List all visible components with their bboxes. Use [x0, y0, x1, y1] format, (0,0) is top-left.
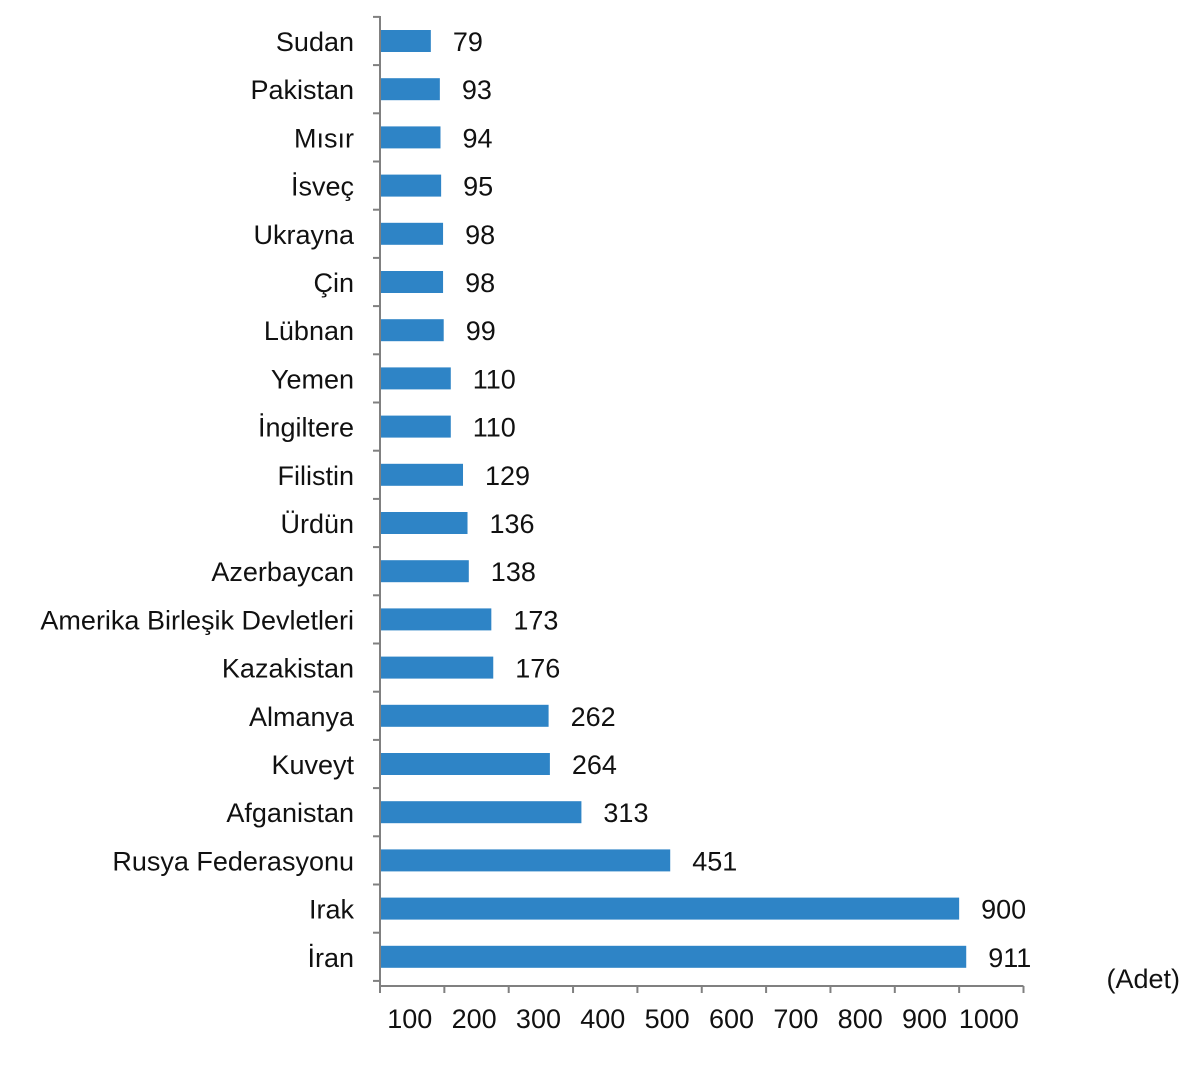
x-tick-label: 700	[773, 1004, 818, 1034]
x-tick-label: 900	[902, 1004, 947, 1034]
category-label: Azerbaycan	[211, 557, 354, 587]
bar	[381, 271, 444, 293]
bar	[381, 608, 492, 631]
category-label: Almanya	[249, 702, 355, 732]
bar	[381, 897, 960, 920]
bar	[381, 849, 671, 872]
bar	[381, 222, 444, 245]
data-label: 79	[453, 27, 483, 57]
bar	[381, 78, 440, 101]
x-tick-label: 400	[580, 1004, 625, 1034]
data-label: 138	[491, 557, 536, 587]
bar	[381, 367, 451, 390]
category-label: Çin	[313, 268, 354, 298]
x-tick-label: 600	[709, 1004, 754, 1034]
category-label: Afganistan	[226, 798, 354, 828]
category-label: Mısır	[294, 123, 354, 153]
data-label: 173	[513, 605, 558, 635]
bar	[381, 415, 451, 438]
bars	[381, 30, 967, 968]
category-label: Kazakistan	[222, 654, 354, 684]
bar	[381, 704, 549, 727]
category-label: Pakistan	[250, 75, 354, 105]
data-label: 451	[692, 846, 737, 876]
category-label: İngiltere	[258, 412, 354, 443]
x-tick-label: 200	[452, 1004, 497, 1034]
x-tick-label: 800	[838, 1004, 883, 1034]
data-label: 95	[463, 172, 493, 202]
bar	[381, 512, 468, 534]
bar	[381, 174, 442, 197]
category-label: Irak	[309, 895, 355, 925]
data-label: 264	[572, 750, 617, 780]
category-label: İran	[307, 942, 354, 973]
data-label: 98	[465, 268, 495, 298]
bar	[381, 126, 441, 149]
bar	[381, 945, 967, 968]
data-label: 176	[515, 654, 560, 684]
category-label: Lübnan	[264, 316, 354, 346]
category-label: Ürdün	[280, 509, 354, 539]
bar	[381, 319, 444, 342]
category-label: Sudan	[276, 27, 354, 57]
category-label: Kuveyt	[271, 750, 354, 780]
bar	[381, 463, 464, 486]
data-label: 262	[571, 702, 616, 732]
category-labels: Sudan Pakistan Mısır İsveç Ukrayna Çin Lübnan Y…	[40, 27, 355, 973]
data-label: 911	[988, 943, 1031, 973]
axes	[373, 15, 1025, 993]
bar	[381, 801, 582, 824]
data-label: 94	[462, 123, 492, 153]
data-label: 110	[473, 364, 516, 394]
category-label: İsveç	[291, 171, 354, 202]
value-labels: 79 93 94 95 98 98 99 110 110 129 136 138 173 176 262 26…	[453, 27, 1031, 973]
x-tick-label: 300	[516, 1004, 561, 1034]
x-tick-label: 1000	[959, 1004, 1019, 1034]
category-label: Rusya Federasyonu	[112, 846, 354, 876]
x-tick-labels: 100 200 300 400 500 600 700 800 900 1000	[387, 1004, 1019, 1034]
bar	[381, 30, 431, 52]
data-label: 98	[465, 220, 495, 250]
data-label: 93	[462, 75, 492, 105]
bar	[381, 656, 494, 679]
data-label: 110	[473, 413, 516, 443]
unit-label: (Adet)	[1106, 964, 1180, 994]
data-label: 129	[485, 461, 530, 491]
x-tick-label: 500	[645, 1004, 690, 1034]
category-label: Filistin	[277, 461, 354, 491]
data-label: 313	[603, 798, 648, 828]
bar	[381, 560, 469, 583]
x-tick-label: 100	[387, 1004, 432, 1034]
category-label: Ukrayna	[253, 220, 355, 250]
bar	[381, 753, 550, 775]
data-label: 136	[490, 509, 535, 539]
category-label: Amerika Birleşik Devletleri	[40, 605, 354, 635]
data-label: 99	[466, 316, 496, 346]
data-label: 900	[981, 895, 1026, 925]
category-label: Yemen	[271, 364, 354, 394]
